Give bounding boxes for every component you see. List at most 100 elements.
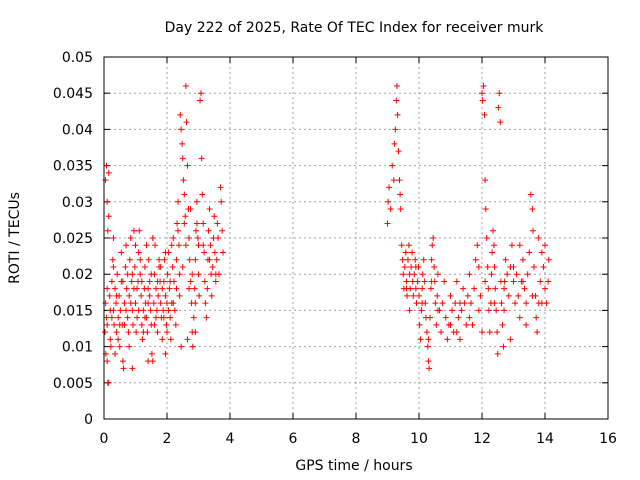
data-point (199, 191, 206, 198)
data-point (432, 300, 439, 307)
data-point (471, 285, 478, 292)
data-point (434, 271, 441, 278)
y-axis-label: ROTI / TECUs (7, 192, 23, 284)
data-point (147, 307, 154, 314)
data-point (534, 329, 541, 336)
data-point (469, 321, 476, 328)
data-point (109, 256, 116, 263)
data-point (416, 321, 423, 328)
data-point (530, 227, 537, 234)
data-point (178, 343, 185, 350)
data-point (177, 111, 184, 118)
data-point (156, 256, 163, 263)
y-tick-label: 0.02 (62, 267, 93, 283)
data-point (386, 184, 393, 191)
data-point (479, 329, 485, 336)
data-point (466, 314, 473, 321)
data-point (423, 329, 430, 336)
data-point (397, 206, 404, 213)
data-point (183, 119, 190, 126)
data-point (120, 365, 127, 372)
data-point (449, 307, 456, 314)
data-point (128, 278, 135, 285)
data-point (124, 314, 131, 321)
data-point (479, 97, 486, 104)
data-point (201, 278, 208, 285)
data-point (186, 285, 193, 292)
data-point (427, 285, 434, 292)
data-point (174, 220, 181, 227)
data-point (502, 256, 509, 263)
data-point (184, 162, 191, 169)
data-point (474, 242, 481, 249)
data-point (460, 285, 467, 292)
data-point (126, 256, 133, 263)
data-point (203, 314, 210, 321)
data-point (168, 242, 175, 249)
data-point (426, 365, 433, 372)
data-point (132, 242, 139, 249)
data-point (395, 148, 402, 155)
data-point (412, 285, 419, 292)
data-point (209, 263, 216, 270)
data-point (467, 300, 474, 307)
data-point (420, 256, 427, 263)
data-point (160, 278, 167, 285)
data-point (538, 249, 545, 256)
data-point (404, 292, 411, 299)
y-tick-label: 0.01 (62, 340, 93, 356)
data-point (392, 126, 399, 133)
data-point (175, 242, 182, 249)
data-point (482, 278, 489, 285)
data-point (492, 285, 499, 292)
data-point (219, 227, 226, 234)
data-point (510, 263, 517, 270)
data-point (196, 292, 203, 299)
data-point (160, 314, 167, 321)
data-point (189, 271, 196, 278)
data-point (430, 235, 437, 241)
data-point (107, 343, 114, 350)
data-point (483, 235, 490, 241)
data-point (104, 358, 111, 365)
data-point (456, 300, 463, 307)
data-point (439, 300, 446, 307)
data-point (523, 321, 530, 328)
data-point (389, 162, 396, 169)
data-point (166, 285, 173, 292)
data-point (207, 242, 214, 249)
data-point (214, 220, 221, 227)
data-point (169, 263, 176, 270)
data-point (146, 278, 153, 285)
data-point (173, 256, 180, 263)
data-point (390, 177, 397, 184)
data-point (404, 256, 411, 263)
data-point (495, 104, 502, 111)
y-tick-label: 0.045 (53, 86, 93, 102)
data-point (417, 336, 424, 343)
data-point (418, 307, 425, 314)
data-point (398, 242, 405, 249)
data-point (429, 242, 436, 249)
data-point (409, 249, 416, 256)
data-point (434, 307, 441, 314)
data-point (145, 285, 152, 292)
data-point (523, 300, 530, 307)
data-point (530, 263, 537, 270)
grid-lines (104, 57, 608, 419)
data-point (182, 242, 189, 249)
y-tick-label: 0 (84, 412, 93, 428)
data-point (112, 285, 119, 292)
data-point (527, 191, 534, 198)
data-point (107, 336, 114, 343)
data-point (494, 350, 501, 357)
data-point (135, 249, 142, 256)
data-point (192, 300, 199, 307)
data-point (190, 314, 197, 321)
data-point (121, 321, 128, 328)
data-point (501, 278, 508, 285)
data-point (162, 292, 169, 299)
data-point (482, 206, 489, 213)
data-point (167, 278, 174, 285)
data-point (486, 329, 493, 336)
